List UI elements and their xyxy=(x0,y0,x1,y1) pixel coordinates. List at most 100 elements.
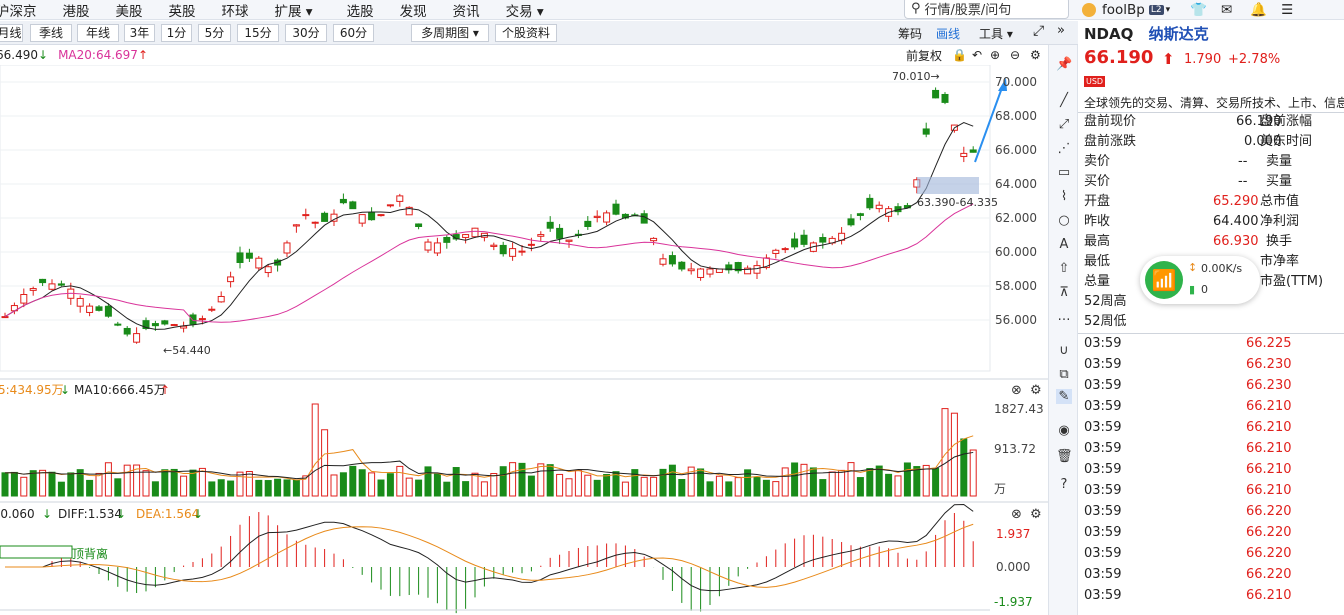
price-change: 1.790 xyxy=(1184,52,1222,67)
quote-row: 昨收 64.400 净利润 xyxy=(1084,214,1300,229)
bell-icon[interactable]: 🔔 xyxy=(1250,1,1268,18)
candle-body xyxy=(227,276,235,283)
settings-icon[interactable]: ⚙ xyxy=(1030,507,1042,522)
search-input[interactable]: ⚲ 行情/股票/问句 xyxy=(904,0,1069,19)
candle-body xyxy=(443,236,451,243)
volume-bar xyxy=(236,471,244,497)
rect-icon[interactable]: ▭ xyxy=(1057,165,1071,180)
stock-info-button[interactable]: 个股资料 xyxy=(495,24,557,42)
help-icon[interactable]: ? xyxy=(1060,477,1068,492)
username[interactable]: foolBp xyxy=(1102,1,1145,18)
zoom-out-icon[interactable]: ⊖ xyxy=(1010,48,1021,62)
avatar[interactable] xyxy=(1082,2,1096,17)
eye-icon[interactable]: ◉ xyxy=(1058,423,1070,438)
text-icon[interactable]: A xyxy=(1059,237,1069,252)
candle-body xyxy=(471,227,479,238)
period-button[interactable]: 60分 xyxy=(333,24,374,42)
tool-draw[interactable]: 画线 xyxy=(936,27,961,41)
volume-bar xyxy=(198,467,206,497)
more-icon[interactable]: … xyxy=(1057,309,1071,324)
period-button[interactable]: 3年 xyxy=(124,24,155,42)
tick-row: 03:59 66.220 xyxy=(1084,525,1292,540)
period-button[interactable]: 5分 xyxy=(198,24,231,42)
volume-bar xyxy=(894,475,902,497)
channel-icon[interactable]: ⋰ xyxy=(1057,141,1071,156)
quote-row: 买价 -- 买量 xyxy=(1084,174,1293,189)
settings-icon[interactable]: ⚙ xyxy=(1030,48,1041,62)
period-button[interactable]: 1分 xyxy=(161,24,192,42)
line-icon[interactable]: ╱ xyxy=(1060,93,1068,108)
trash-icon[interactable]: 🗑 xyxy=(1056,449,1073,464)
lock-icon[interactable]: 🔒 xyxy=(952,48,967,62)
menu-icon[interactable]: ☰ xyxy=(1281,1,1294,18)
copy-icon[interactable]: ⧉ xyxy=(1059,367,1069,382)
nav-item[interactable]: 交易 ▾ xyxy=(505,3,544,20)
volume-bar xyxy=(659,468,667,497)
pen-icon[interactable]: ✎ xyxy=(1056,389,1072,404)
shirt-icon[interactable]: 👕 xyxy=(1190,1,1207,18)
nav-item[interactable]: 港股 xyxy=(62,3,90,20)
magnet-icon[interactable]: ∪ xyxy=(1059,343,1069,358)
collapse-icon[interactable]: » xyxy=(1057,23,1065,38)
battery-icon: ▮ xyxy=(1189,283,1196,296)
volume-bar xyxy=(321,429,329,497)
nav-item[interactable]: 英股 xyxy=(168,3,196,20)
nav-item[interactable]: 环球 xyxy=(221,3,249,20)
nav-item[interactable]: 扩展 ▾ xyxy=(274,3,313,20)
adjust-label[interactable]: 前复权 xyxy=(906,48,943,63)
close-icon[interactable]: ⊗ xyxy=(1011,383,1022,398)
multi-period-button[interactable]: 多周期图 ▾ xyxy=(411,24,489,42)
close-icon[interactable]: ⊗ xyxy=(1011,507,1022,522)
nav-item[interactable]: 沪深京 xyxy=(0,3,37,20)
mail-icon[interactable]: ✉ xyxy=(1220,1,1233,18)
period-button[interactable]: 季线 xyxy=(30,24,72,42)
candle-body xyxy=(941,93,949,103)
low-annotation: ←54.440 xyxy=(163,344,211,357)
ray-icon[interactable]: ⤢ xyxy=(1058,117,1070,132)
kline-chart-area[interactable]: 70.010→ ←54.440 63.390-64.335 70.000 68.0… xyxy=(0,65,1048,615)
candle-body xyxy=(433,242,441,254)
volume-bar xyxy=(612,471,620,497)
period-button[interactable]: 15分 xyxy=(237,24,279,42)
expand-icon[interactable]: ⤢ xyxy=(1033,23,1045,39)
stock-code: NDAQ 纳斯达克 xyxy=(1084,25,1209,43)
candle-body xyxy=(744,267,752,275)
trend-arrow[interactable] xyxy=(974,84,1004,163)
volume-bar xyxy=(631,469,639,497)
zoom-in-icon[interactable]: ⊕ xyxy=(990,48,1001,62)
volume-bar xyxy=(527,475,535,497)
fib-icon[interactable]: ⊼ xyxy=(1059,285,1069,300)
volume-bar xyxy=(509,462,517,497)
nav-item[interactable]: 发现 xyxy=(399,3,427,20)
nav-item[interactable]: 美股 xyxy=(115,3,143,20)
quote-row: 盘前现价 66.190 盘前涨幅 xyxy=(1084,114,1313,129)
candle-body xyxy=(772,249,780,254)
nav-item[interactable]: 选股 xyxy=(346,3,374,20)
pin-icon[interactable]: 📌 xyxy=(1056,57,1073,72)
period-button[interactable]: 年线 xyxy=(77,24,119,42)
volume-bar xyxy=(678,478,686,497)
volume-bar xyxy=(133,464,141,497)
volume-bar xyxy=(621,481,629,497)
wave-icon[interactable]: ⌇ xyxy=(1060,189,1068,204)
candle-body xyxy=(659,258,667,265)
settings-icon[interactable]: ⚙ xyxy=(1030,383,1042,398)
macd-value: -0.060 xyxy=(0,507,35,521)
arrow-up-icon[interactable]: ⇧ xyxy=(1058,261,1070,276)
candle-body xyxy=(48,283,56,290)
circle-icon[interactable]: ○ xyxy=(1058,213,1070,228)
period-button[interactable]: 30分 xyxy=(285,24,327,42)
undo-icon[interactable]: ↶ xyxy=(972,48,983,62)
period-button[interactable]: 月线 xyxy=(0,24,23,42)
candle-body xyxy=(960,152,968,158)
nav-item[interactable]: 资讯 xyxy=(452,3,480,20)
volume-bar xyxy=(433,473,441,497)
network-widget[interactable]: 📶 0.00K/s ↕ ▮ 0 xyxy=(1140,256,1260,304)
tick-list[interactable]: 03:59 66.225 03:59 66.230 03:59 66.230 03:5… xyxy=(1078,334,1344,615)
dropdown-icon[interactable]: ▾ xyxy=(1165,4,1171,15)
volume-bar xyxy=(941,408,949,497)
company-desc[interactable]: 全球领先的交易、清算、交易所技术、上市、信息 xyxy=(1084,96,1344,110)
tool-menu[interactable]: 工具 ▾ xyxy=(979,27,1013,41)
tool-chip[interactable]: 筹码 xyxy=(898,27,923,41)
volume-bar xyxy=(339,472,347,497)
